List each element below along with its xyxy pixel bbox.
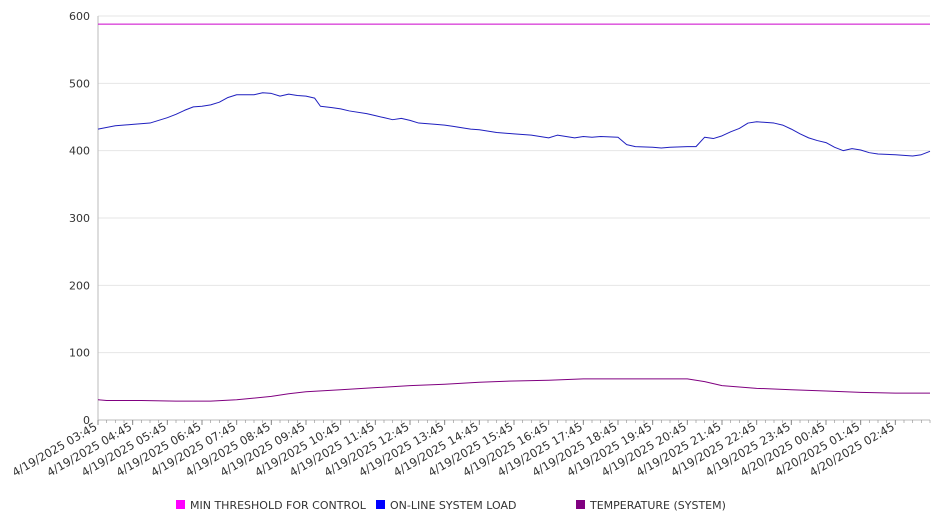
legend: MIN THRESHOLD FOR CONTROL ON-LINE SYSTEM …: [176, 499, 726, 512]
y-tick-label: 200: [69, 279, 90, 292]
grid-lines: [98, 15, 930, 354]
y-tick-label: 600: [69, 10, 90, 23]
legend-swatch: [376, 500, 385, 509]
axes: [97, 16, 931, 425]
x-axis-tick-labels: 4/19/2025 03:454/19/2025 04:454/19/2025 …: [10, 419, 897, 479]
series-lines: [97, 23, 931, 402]
series-line-temperature-system: [97, 378, 930, 402]
y-tick-label: 400: [69, 145, 90, 158]
y-tick-label: 300: [69, 212, 90, 225]
y-tick-label: 500: [69, 77, 90, 90]
legend-swatch: [176, 500, 185, 509]
legend-label: TEMPERATURE (SYSTEM): [589, 499, 726, 512]
legend-label: ON-LINE SYSTEM LOAD: [390, 499, 516, 512]
legend-label: MIN THRESHOLD FOR CONTROL: [190, 499, 367, 512]
y-tick-label: 0: [83, 414, 90, 427]
y-axis-tick-labels: 0 100 200 300 400 500 600: [69, 10, 90, 427]
series-line-on-line-system-load: [97, 92, 931, 157]
y-tick-label: 100: [69, 347, 90, 360]
legend-swatch: [576, 500, 585, 509]
